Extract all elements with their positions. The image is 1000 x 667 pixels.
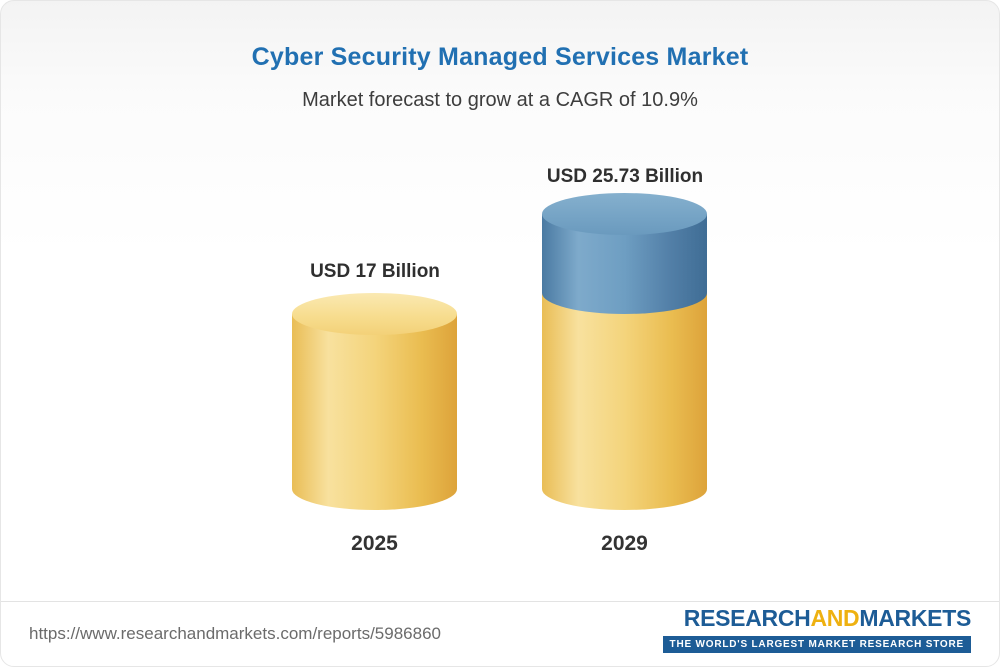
cylinder-body-yellow [292, 314, 457, 510]
logo-word-research: RESEARCH [683, 605, 811, 631]
footer-divider [1, 601, 999, 602]
cylinder-top-face [542, 193, 707, 235]
cylinder-segment-growth [542, 193, 707, 314]
bar-cylinder-2025 [292, 293, 457, 510]
logo-tagline: THE WORLD'S LARGEST MARKET RESEARCH STOR… [662, 636, 971, 653]
category-label-2025: 2025 [351, 532, 398, 555]
logo-wordmark: RESEARCHANDMARKETS [663, 605, 972, 632]
logo-word-markets: MARKETS [859, 605, 971, 631]
value-label-2025: USD 17 Billion [310, 261, 440, 282]
research-and-markets-logo: RESEARCHANDMARKETS THE WORLD'S LARGEST M… [662, 605, 972, 653]
page-title: Cyber Security Managed Services Market [251, 43, 749, 71]
logo-word-and: AND [810, 605, 860, 631]
bar-cylinder-2029 [542, 193, 707, 510]
cylinder-top-face [292, 293, 457, 335]
value-label-2029: USD 25.73 Billion [546, 166, 704, 187]
page-subtitle: Market forecast to grow at a CAGR of 10.… [302, 89, 698, 111]
category-label-2029: 2029 [601, 532, 648, 555]
report-url: https://www.researchandmarkets.com/repor… [29, 624, 441, 643]
